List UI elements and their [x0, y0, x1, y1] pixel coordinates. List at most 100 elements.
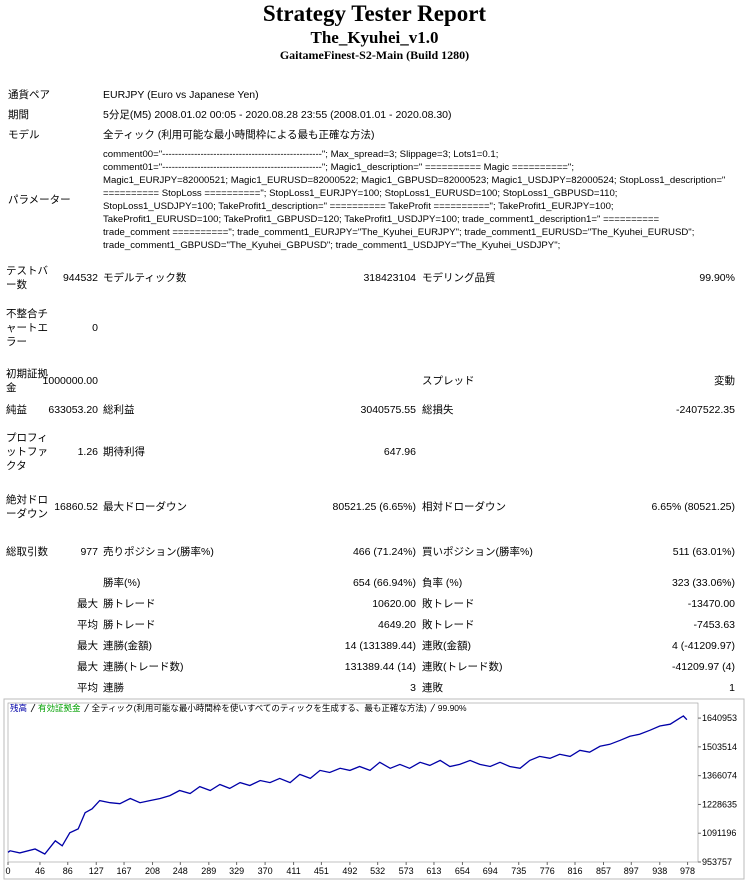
- x-tick-label: 897: [624, 866, 639, 876]
- result-value: 4 (-41209.97): [671, 639, 735, 652]
- parameter-line: StopLoss1_USDJPY=100; TakeProfit1_descri…: [103, 201, 614, 212]
- result-value: 平均: [77, 681, 98, 694]
- y-tick-label: 1228635: [702, 799, 737, 809]
- result-label: モデルティック数: [103, 272, 187, 284]
- x-tick-label: 411: [286, 866, 300, 876]
- parameter-line: TakeProfit1_EURUSD=100; TakeProfit1_GBPU…: [103, 214, 660, 225]
- result-label: 売りポジション(勝率%): [103, 546, 214, 558]
- result-label: 勝率(%): [103, 576, 141, 589]
- x-tick-label: 0: [5, 866, 10, 876]
- legend-item: 99.90%: [438, 703, 467, 713]
- result-value: 0: [92, 322, 98, 334]
- result-value: 466 (71.24%): [352, 546, 416, 558]
- setting-label: モデル: [8, 129, 40, 141]
- result-value: 654 (66.94%): [352, 576, 416, 589]
- legend-item: 全ティック(利用可能な最小時間枠を使いすべてのティックを生成する、最も正確な方法…: [92, 703, 427, 713]
- x-tick-label: 86: [63, 866, 73, 876]
- result-label: 買いポジション(勝率%): [422, 546, 533, 558]
- parameter-line: trade_comment1_GBPUSD="The_Kyuhei_GBPUSD…: [103, 240, 561, 251]
- result-value: 1000000.00: [42, 374, 98, 387]
- x-tick-label: 370: [258, 866, 273, 876]
- y-tick-label: 953757: [702, 857, 732, 867]
- x-tick-label: 654: [455, 866, 470, 876]
- result-value: 10620.00: [372, 597, 416, 610]
- x-tick-label: 167: [117, 866, 132, 876]
- plot-area: [7, 702, 699, 863]
- result-value: 1.26: [77, 446, 98, 458]
- x-tick-label: 816: [567, 866, 582, 876]
- result-value: 318423104: [363, 272, 416, 284]
- setting-label: パラメーター: [8, 194, 71, 206]
- parameter-line: ========== StopLoss =========="; StopLos…: [103, 188, 618, 199]
- y-tick-label: 1640953: [702, 713, 737, 723]
- parameter-line: comment01="-----------------------------…: [103, 162, 574, 173]
- result-label: 総取引数: [6, 546, 48, 558]
- x-tick-label: 573: [399, 866, 414, 876]
- result-value: 最大: [77, 597, 98, 610]
- x-tick-label: 248: [173, 866, 188, 876]
- result-label: 連敗(トレード数): [422, 660, 503, 673]
- result-label: 連勝(金額): [103, 639, 152, 652]
- result-value: 4649.20: [378, 618, 416, 631]
- result-label: 不整合チャートエラー: [6, 308, 48, 348]
- x-tick-label: 127: [89, 866, 104, 876]
- expert-name: The_Kyuhei_v1.0: [310, 28, 439, 47]
- server-name: GaitameFinest-S2-Main (Build 1280): [279, 48, 470, 62]
- legend-item: 有効証拠金: [38, 703, 81, 713]
- result-value: 平均: [77, 618, 98, 631]
- x-tick-label: 613: [426, 866, 441, 876]
- parameter-line: Magic1_EURJPY=82000521; Magic1_EURUSD=82…: [103, 175, 726, 186]
- result-label: 総利益: [103, 404, 135, 416]
- x-tick-label: 776: [540, 866, 555, 876]
- result-label: 連勝: [103, 681, 124, 694]
- parameter-line: comment00="-----------------------------…: [103, 149, 499, 160]
- x-tick-label: 735: [511, 866, 526, 876]
- result-label: 連敗(金額): [422, 639, 471, 652]
- setting-value: 全ティック (利用可能な最小時間枠による最も正確な方法): [103, 129, 375, 141]
- result-value: 16860.52: [54, 501, 98, 513]
- result-value: 323 (33.06%): [671, 576, 735, 589]
- result-label: 絶対ドローダウン: [6, 494, 48, 520]
- y-tick-label: 1091196: [702, 828, 736, 838]
- x-tick-label: 857: [596, 866, 611, 876]
- result-label: モデリング品質: [422, 272, 496, 284]
- result-label: 最大ドローダウン: [103, 501, 187, 513]
- result-value: 3040575.55: [360, 404, 416, 416]
- result-value: 80521.25 (6.65%): [332, 501, 416, 513]
- result-label: 初期証拠金: [6, 367, 48, 394]
- result-label: 勝トレード: [103, 597, 156, 610]
- legend-item: 残高: [10, 703, 27, 713]
- result-value: 最大: [77, 660, 98, 673]
- setting-label: 通貨ペア: [8, 89, 50, 101]
- result-label: テストバー数: [6, 265, 48, 291]
- result-label: 連敗: [422, 681, 443, 694]
- x-tick-label: 938: [652, 866, 667, 876]
- x-tick-label: 978: [680, 866, 695, 876]
- x-tick-label: 532: [370, 866, 385, 876]
- setting-label: 期間: [8, 109, 29, 121]
- y-tick-label: 1503514: [702, 742, 737, 752]
- result-label: 負率 (%): [422, 576, 463, 589]
- setting-value: 5分足(M5) 2008.01.02 00:05 - 2020.08.28 23…: [103, 109, 452, 121]
- result-label: スプレッド: [422, 374, 475, 387]
- balance-chart: 953757 1091196 1228635 1366074 1503514 164095…: [3, 698, 745, 880]
- result-label: 総損失: [422, 404, 454, 416]
- result-value: 1: [729, 681, 735, 694]
- balance-line: [7, 715, 688, 855]
- result-value: 最大: [77, 639, 98, 652]
- x-tick-label: 289: [201, 866, 216, 876]
- result-value: 633053.20: [48, 404, 98, 416]
- x-tick-label: 208: [145, 866, 160, 876]
- result-value: -13470.00: [687, 597, 735, 610]
- x-tick-label: 46: [35, 866, 45, 876]
- result-value: -7453.63: [693, 618, 735, 631]
- result-label: 勝トレード: [103, 618, 156, 631]
- report-title: Strategy Tester Report: [262, 1, 487, 26]
- x-tick-label: 492: [342, 866, 357, 876]
- result-value: 131389.44 (14): [344, 660, 416, 673]
- y-tick-label: 1366074: [702, 771, 737, 781]
- x-tick-label: 451: [314, 866, 329, 876]
- result-value: 14 (131389.44): [344, 639, 416, 652]
- result-value: 511 (63.01%): [672, 546, 735, 558]
